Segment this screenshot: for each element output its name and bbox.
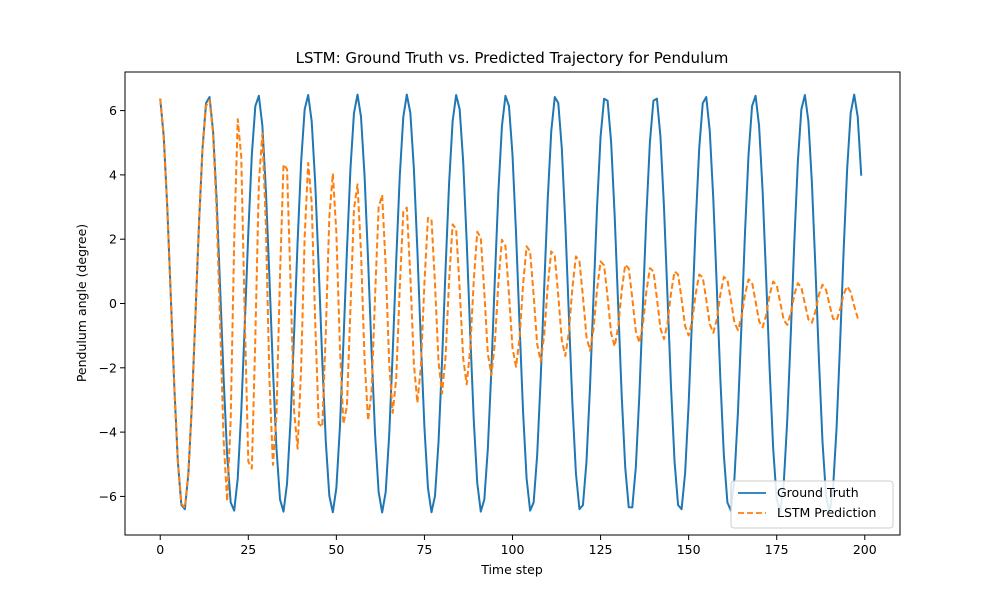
y-tick-label: −2: [99, 360, 117, 375]
chart-title: LSTM: Ground Truth vs. Predicted Traject…: [296, 49, 729, 67]
y-axis-ticks: −6 −4 −2 0 2 4 6: [99, 103, 125, 504]
x-tick-label: 50: [328, 542, 344, 557]
x-tick-label: 75: [416, 542, 432, 557]
y-tick-label: 0: [109, 296, 117, 311]
y-tick-label: 4: [109, 167, 117, 182]
legend-label-ground-truth: Ground Truth: [777, 485, 859, 500]
x-tick-label: 0: [156, 542, 164, 557]
y-tick-label: −6: [99, 489, 117, 504]
x-tick-label: 150: [677, 542, 701, 557]
series-line-ground-truth: [159, 93, 863, 514]
legend: Ground Truth LSTM Prediction: [730, 480, 894, 529]
y-tick-label: 2: [109, 232, 117, 247]
x-tick-label: 25: [240, 542, 256, 557]
legend-label-lstm-prediction: LSTM Prediction: [777, 505, 876, 520]
x-tick-label: 125: [589, 542, 613, 557]
x-tick-label: 100: [501, 542, 525, 557]
x-axis-label: Time step: [480, 562, 543, 577]
series-layer: [159, 93, 863, 514]
y-axis-label: Pendulum angle (degree): [74, 224, 89, 382]
series-line-lstm-prediction: [159, 98, 862, 509]
y-tick-label: 6: [109, 103, 117, 118]
legend-box: [730, 480, 894, 529]
x-axis-ticks: 0 25 50 75 100 125 150 175 200: [156, 535, 877, 557]
x-tick-label: 175: [765, 542, 789, 557]
y-tick-label: −4: [99, 425, 117, 440]
x-tick-label: 200: [853, 542, 877, 557]
